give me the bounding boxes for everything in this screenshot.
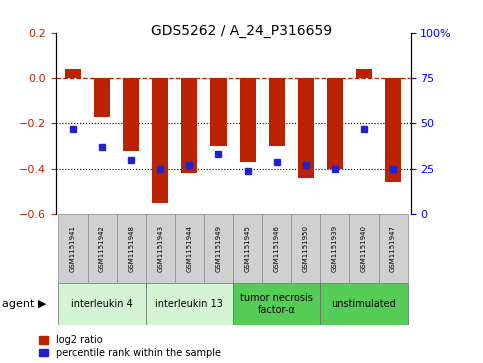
Bar	[152, 78, 168, 203]
Bar	[146, 214, 175, 283]
Bar	[233, 283, 320, 325]
Bar	[87, 214, 117, 283]
Text: GSM1151946: GSM1151946	[274, 225, 280, 272]
Text: interleukin 13: interleukin 13	[156, 299, 223, 309]
Bar	[58, 214, 87, 283]
Text: GSM1151945: GSM1151945	[244, 225, 251, 272]
Bar	[146, 283, 233, 325]
Text: GSM1151950: GSM1151950	[303, 225, 309, 272]
Bar	[269, 78, 284, 146]
Bar	[117, 214, 146, 283]
Text: unstimulated: unstimulated	[332, 299, 397, 309]
Text: GSM1151942: GSM1151942	[99, 225, 105, 272]
Bar	[94, 78, 110, 117]
Text: GSM1151939: GSM1151939	[332, 225, 338, 272]
Text: GDS5262 / A_24_P316659: GDS5262 / A_24_P316659	[151, 24, 332, 38]
Bar	[291, 214, 320, 283]
Text: GSM1151944: GSM1151944	[186, 225, 192, 272]
Bar	[65, 69, 81, 78]
Text: GSM1151949: GSM1151949	[215, 225, 222, 272]
Bar	[233, 214, 262, 283]
Bar	[182, 78, 198, 174]
Text: agent ▶: agent ▶	[2, 299, 47, 309]
Bar	[204, 214, 233, 283]
Text: GSM1151940: GSM1151940	[361, 225, 367, 272]
Text: GSM1151947: GSM1151947	[390, 225, 396, 272]
Bar	[320, 283, 408, 325]
Text: tumor necrosis
factor-α: tumor necrosis factor-α	[240, 293, 313, 315]
Bar	[349, 214, 379, 283]
Bar	[58, 283, 146, 325]
Bar	[298, 78, 314, 178]
Bar	[327, 78, 343, 169]
Bar	[379, 214, 408, 283]
Text: GSM1151948: GSM1151948	[128, 225, 134, 272]
Bar	[320, 214, 349, 283]
Legend: log2 ratio, percentile rank within the sample: log2 ratio, percentile rank within the s…	[39, 335, 221, 358]
Bar	[123, 78, 139, 151]
Bar	[385, 78, 401, 183]
Text: GSM1151943: GSM1151943	[157, 225, 163, 272]
Bar	[175, 214, 204, 283]
Bar	[356, 69, 372, 78]
Bar	[262, 214, 291, 283]
Bar	[240, 78, 256, 162]
Text: interleukin 4: interleukin 4	[71, 299, 133, 309]
Bar	[211, 78, 227, 146]
Text: GSM1151941: GSM1151941	[70, 225, 76, 272]
